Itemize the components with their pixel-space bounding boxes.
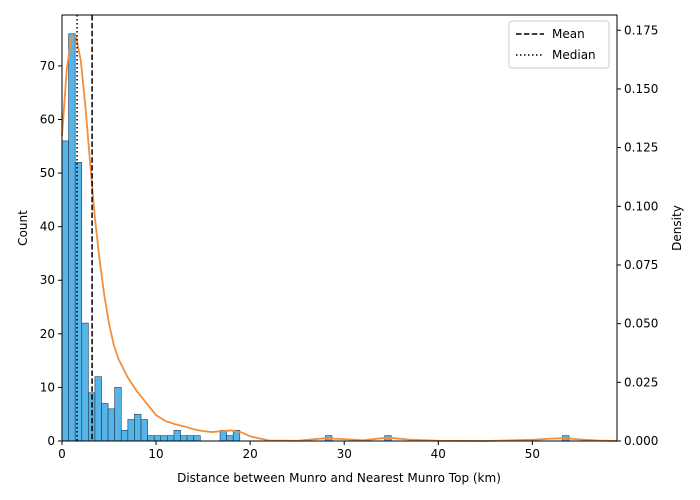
y-tick-label: 20 xyxy=(40,327,55,341)
y2-tick-label: 0.125 xyxy=(624,141,658,155)
y2-tick-label: 0.025 xyxy=(624,375,658,389)
y2-tick-label: 0.000 xyxy=(624,434,658,448)
y-tick-label: 30 xyxy=(40,273,55,287)
y2-tick-label: 0.050 xyxy=(624,317,658,331)
axes xyxy=(61,14,618,442)
legend-median-label: Median xyxy=(552,48,596,62)
histogram-bar xyxy=(153,435,162,442)
histogram-bar xyxy=(167,435,175,442)
y2-tick-label: 0.100 xyxy=(624,199,658,213)
y2-axis-label: Density xyxy=(670,205,684,251)
x-tick-label: 40 xyxy=(431,447,446,461)
x-axis-ticks: 0 10 20 30 40 50 xyxy=(58,441,540,461)
kde-layer xyxy=(61,36,618,442)
y-axis-label: Count xyxy=(16,210,30,246)
x-tick-label: 20 xyxy=(242,447,257,461)
histogram-bar xyxy=(74,162,83,442)
y-tick-label: 50 xyxy=(40,166,55,180)
histogram-bar xyxy=(226,435,234,442)
x-tick-label: 30 xyxy=(337,447,352,461)
histogram-bar xyxy=(193,435,201,442)
legend: Mean Median xyxy=(508,20,610,69)
y2-tick-label: 0.150 xyxy=(624,82,658,96)
histogram-bar xyxy=(160,435,168,442)
histogram-bar xyxy=(127,419,135,442)
y-tick-label: 40 xyxy=(40,220,55,234)
histogram-bar xyxy=(173,429,181,442)
histogram-bar xyxy=(101,403,109,442)
reference-lines xyxy=(76,15,93,441)
histogram-bar xyxy=(107,408,115,442)
x-tick-label: 50 xyxy=(525,447,540,461)
histogram-bars xyxy=(61,33,570,442)
y2-axis-ticks: 0.000 0.025 0.050 0.075 0.100 0.125 0.150 0.175 xyxy=(617,23,658,448)
y-tick-label: 10 xyxy=(40,380,55,394)
histogram-bar xyxy=(120,429,129,442)
plot-frame xyxy=(61,14,618,442)
histogram-bar xyxy=(81,322,89,442)
y-tick-label: 70 xyxy=(40,59,55,73)
histogram-bar xyxy=(61,140,69,442)
histogram-bar xyxy=(94,376,102,442)
y-tick-label: 0 xyxy=(47,434,55,448)
y2-tick-label: 0.075 xyxy=(624,258,658,272)
kde-line xyxy=(61,36,618,442)
histogram-bar xyxy=(140,419,148,442)
histogram-bar xyxy=(134,413,142,442)
histogram-bar xyxy=(68,33,76,442)
y2-tick-label: 0.175 xyxy=(624,23,658,37)
x-axis-label: Distance between Munro and Nearest Munro… xyxy=(177,471,501,485)
legend-mean-label: Mean xyxy=(552,27,585,41)
y-tick-label: 60 xyxy=(40,112,55,126)
histogram-bar xyxy=(186,435,194,442)
x-tick-label: 0 xyxy=(58,447,66,461)
y-axis-ticks: 0 10 20 30 40 50 60 70 xyxy=(40,59,62,448)
legend-box xyxy=(508,20,610,69)
x-tick-label: 10 xyxy=(148,447,163,461)
histogram-bar xyxy=(147,435,155,442)
histogram-bar xyxy=(180,435,188,442)
histogram-bar xyxy=(114,387,122,442)
